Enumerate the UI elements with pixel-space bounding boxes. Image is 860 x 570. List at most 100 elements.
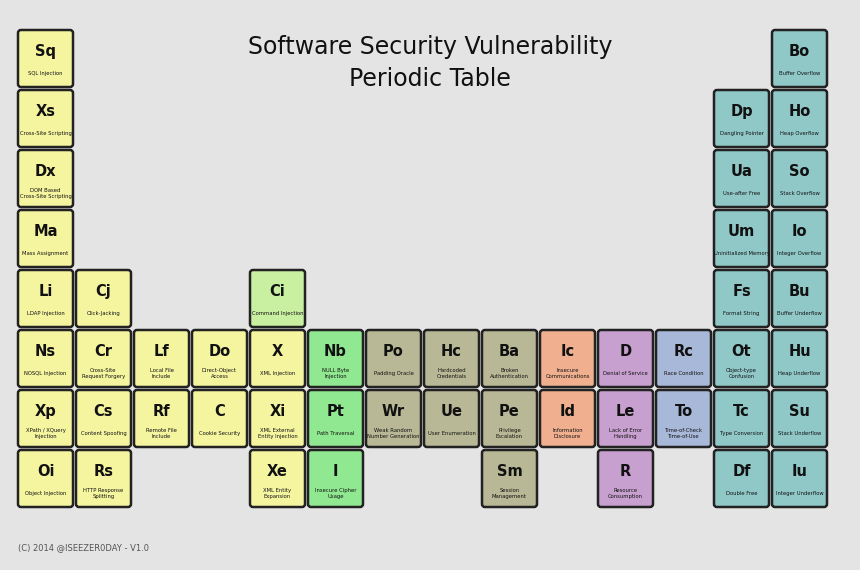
FancyBboxPatch shape (18, 30, 73, 87)
FancyBboxPatch shape (192, 330, 247, 387)
FancyBboxPatch shape (192, 390, 247, 447)
FancyBboxPatch shape (598, 330, 653, 387)
Text: Nb: Nb (324, 344, 347, 359)
Text: Ba: Ba (499, 344, 520, 359)
Text: Um: Um (728, 223, 755, 239)
Text: Buffer Overflow: Buffer Overflow (779, 71, 820, 76)
Text: Padding Oracle: Padding Oracle (373, 371, 414, 376)
Text: Ic: Ic (561, 344, 574, 359)
Text: Path Traversal: Path Traversal (316, 431, 354, 436)
FancyBboxPatch shape (714, 330, 769, 387)
Text: Do: Do (208, 344, 230, 359)
Text: Race Condition: Race Condition (664, 371, 703, 376)
Text: Dangling Pointer: Dangling Pointer (720, 131, 764, 136)
Text: Cross-Site
Request Forgery: Cross-Site Request Forgery (82, 368, 125, 378)
FancyBboxPatch shape (18, 210, 73, 267)
FancyBboxPatch shape (18, 90, 73, 147)
FancyBboxPatch shape (714, 270, 769, 327)
FancyBboxPatch shape (714, 210, 769, 267)
Text: LDAP Injection: LDAP Injection (27, 311, 64, 316)
Text: NOSQL Injection: NOSQL Injection (24, 371, 67, 376)
Text: Ho: Ho (789, 104, 811, 119)
Text: Ue: Ue (440, 404, 463, 418)
Text: Software Security Vulnerability
Periodic Table: Software Security Vulnerability Periodic… (248, 35, 612, 91)
FancyBboxPatch shape (656, 390, 711, 447)
FancyBboxPatch shape (18, 330, 73, 387)
FancyBboxPatch shape (308, 390, 363, 447)
Text: Xs: Xs (35, 104, 56, 119)
Text: Sm: Sm (496, 463, 522, 479)
Text: Su: Su (789, 404, 810, 418)
Text: Dp: Dp (730, 104, 752, 119)
FancyBboxPatch shape (76, 390, 131, 447)
Text: Io: Io (792, 223, 808, 239)
FancyBboxPatch shape (366, 390, 421, 447)
Text: X: X (272, 344, 283, 359)
Text: Oi: Oi (37, 463, 54, 479)
Text: Cj: Cj (95, 284, 112, 299)
Text: XML External
Entity Injection: XML External Entity Injection (258, 428, 298, 438)
Text: Insecure Cipher
Usage: Insecure Cipher Usage (315, 488, 356, 499)
Text: Time-of-Check
Time-of-Use: Time-of-Check Time-of-Use (665, 428, 703, 438)
Text: XML Entity
Expansion: XML Entity Expansion (263, 488, 292, 499)
Text: D: D (619, 344, 631, 359)
Text: NULL Byte
Injection: NULL Byte Injection (322, 368, 349, 378)
FancyBboxPatch shape (18, 150, 73, 207)
Text: Df: Df (732, 463, 751, 479)
FancyBboxPatch shape (540, 390, 595, 447)
FancyBboxPatch shape (772, 150, 827, 207)
FancyBboxPatch shape (250, 330, 305, 387)
Text: Heap Underflow: Heap Underflow (778, 371, 820, 376)
FancyBboxPatch shape (18, 450, 73, 507)
FancyBboxPatch shape (308, 330, 363, 387)
Text: C: C (214, 404, 224, 418)
FancyBboxPatch shape (308, 450, 363, 507)
FancyBboxPatch shape (134, 330, 189, 387)
Text: Cookie Security: Cookie Security (199, 431, 240, 436)
Text: Lack of Error
Handling: Lack of Error Handling (609, 428, 642, 438)
Text: Dx: Dx (34, 164, 56, 178)
Text: Type Conversion: Type Conversion (720, 431, 763, 436)
FancyBboxPatch shape (772, 270, 827, 327)
Text: Stack Underflow: Stack Underflow (778, 431, 821, 436)
Text: Id: Id (560, 404, 575, 418)
Text: Command Injection: Command Injection (252, 311, 304, 316)
Text: Cs: Cs (94, 404, 114, 418)
Text: HTTP Response
Splitting: HTTP Response Splitting (83, 488, 124, 499)
Text: Rs: Rs (94, 463, 114, 479)
Text: Mass Assignment: Mass Assignment (22, 251, 69, 256)
Text: Fs: Fs (732, 284, 751, 299)
Text: I: I (333, 463, 338, 479)
FancyBboxPatch shape (250, 450, 305, 507)
FancyBboxPatch shape (76, 270, 131, 327)
Text: Remote File
Include: Remote File Include (146, 428, 177, 438)
Text: (C) 2014 @ISEEZER0DAY - V1.0: (C) 2014 @ISEEZER0DAY - V1.0 (18, 544, 149, 552)
FancyBboxPatch shape (18, 270, 73, 327)
FancyBboxPatch shape (76, 330, 131, 387)
FancyBboxPatch shape (424, 330, 479, 387)
Text: R: R (620, 463, 631, 479)
Text: Direct-Object
Access: Direct-Object Access (202, 368, 237, 378)
Text: Session
Management: Session Management (492, 488, 527, 499)
Text: Cross-Site Scripting: Cross-Site Scripting (20, 131, 71, 136)
Text: Iu: Iu (791, 463, 808, 479)
FancyBboxPatch shape (598, 450, 653, 507)
Text: Content Spoofing: Content Spoofing (81, 431, 126, 436)
Text: Local File
Include: Local File Include (150, 368, 174, 378)
Text: Hardcoded
Credentials: Hardcoded Credentials (436, 368, 467, 378)
Text: Hu: Hu (788, 344, 811, 359)
Text: Object-type
Confusion: Object-type Confusion (726, 368, 757, 378)
FancyBboxPatch shape (772, 330, 827, 387)
Text: Resource
Consumption: Resource Consumption (608, 488, 643, 499)
Text: To: To (674, 404, 692, 418)
Text: Xi: Xi (269, 404, 286, 418)
FancyBboxPatch shape (714, 390, 769, 447)
Text: Insecure
Communications: Insecure Communications (545, 368, 590, 378)
Text: Rc: Rc (673, 344, 693, 359)
FancyBboxPatch shape (250, 270, 305, 327)
Text: Pe: Pe (499, 404, 520, 418)
Text: Pt: Pt (327, 404, 345, 418)
Text: Ua: Ua (730, 164, 752, 178)
FancyBboxPatch shape (76, 450, 131, 507)
FancyBboxPatch shape (482, 330, 537, 387)
